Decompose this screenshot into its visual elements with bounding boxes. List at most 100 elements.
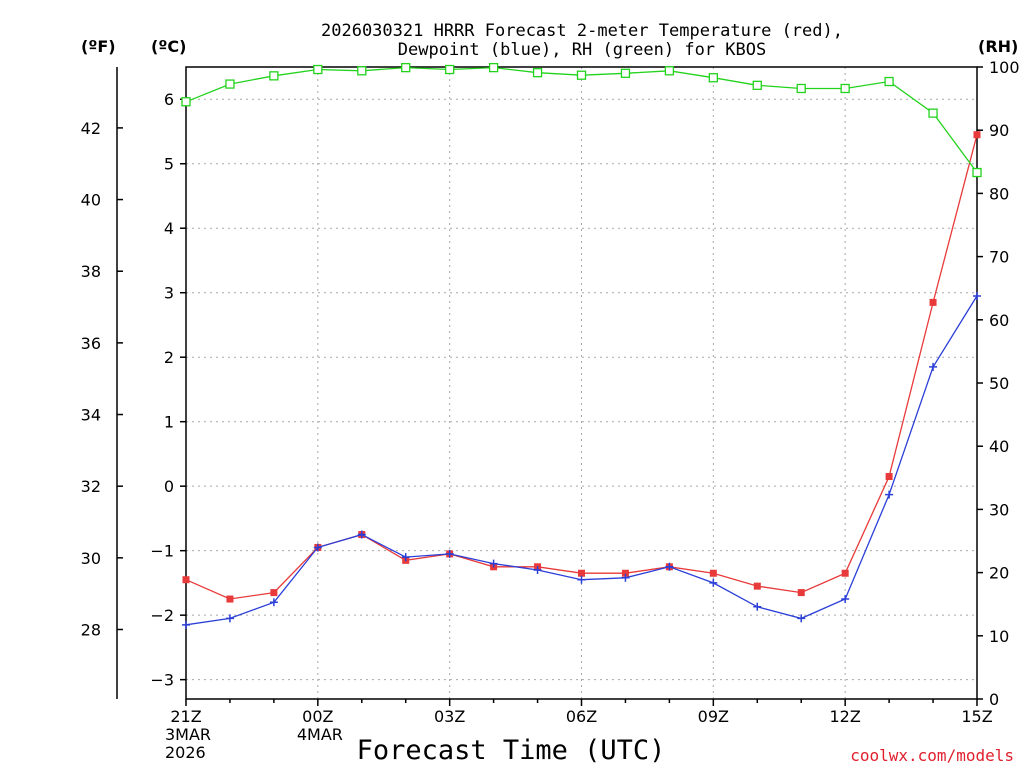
temperature-point	[753, 582, 761, 590]
fahrenheit-tick-label: 38	[81, 262, 101, 281]
x-tick-label: 15Z	[961, 707, 992, 726]
celsius-tick-label: 4	[164, 219, 174, 238]
temperature-point	[270, 589, 278, 597]
fahrenheit-tick-label: 34	[81, 406, 101, 425]
rh-point	[488, 62, 499, 73]
dewpoint-point	[313, 543, 322, 552]
temperature-point	[182, 576, 190, 584]
fahrenheit-tick-label: 28	[81, 620, 101, 639]
credit-text: coolwx.com/models	[850, 746, 1014, 765]
rh-point	[401, 62, 411, 73]
dewpoint-point	[973, 291, 981, 300]
x-tick-label: 06Z	[566, 707, 597, 726]
temperature-point	[709, 569, 717, 577]
rh-point	[664, 66, 675, 76]
temperature-point	[973, 131, 981, 139]
x-tick-label: 03Z	[434, 707, 465, 726]
dewpoint-point	[621, 573, 630, 582]
rh-tick-label: 30	[989, 500, 1009, 519]
x-tick-date-label: 4MAR	[297, 725, 343, 744]
dewpoint-point	[577, 575, 586, 584]
x-tick-year-label: 2026	[165, 743, 206, 762]
dewpoint-point	[357, 530, 366, 539]
temperature-point	[797, 589, 805, 597]
celsius-tick-label: 3	[164, 284, 174, 303]
celsius-tick-label: 2	[164, 348, 174, 367]
x-tick-date-label: 3MAR	[165, 725, 211, 744]
x-tick-label: 21Z	[170, 707, 201, 726]
rh-tick-label: 20	[989, 564, 1009, 583]
celsius-tick-label: 0	[164, 477, 174, 496]
chart-title-line-2: Dewpoint (blue), RH (green) for KBOS	[398, 40, 766, 60]
rh-tick-label: 10	[989, 627, 1009, 646]
rh-tick-label: 100	[989, 58, 1020, 77]
dewpoint-point	[753, 602, 762, 611]
rh-point	[225, 79, 235, 89]
fahrenheit-unit-label: (ºF)	[81, 37, 116, 56]
rh-point	[884, 76, 894, 87]
dewpoint-point	[533, 566, 542, 575]
celsius-tick-label: 6	[164, 90, 174, 109]
dewpoint-point	[489, 559, 498, 568]
dewpoint-point	[182, 620, 190, 629]
dewpoint-point	[797, 614, 806, 623]
dewpoint-point	[841, 595, 850, 604]
rh-tick-label: 80	[989, 184, 1009, 203]
fahrenheit-tick-label: 30	[81, 549, 101, 568]
rh-point	[269, 71, 279, 81]
rh-point	[576, 70, 587, 80]
rh-point	[313, 64, 323, 75]
rh-point	[928, 108, 938, 118]
rh-tick-label: 50	[989, 374, 1009, 393]
temperature-point	[621, 569, 629, 577]
dewpoint-point	[225, 614, 234, 623]
celsius-axis: −3 −2 −1 0 1 2 3 4 5 6	[150, 90, 186, 690]
rh-tick-label: 0	[989, 690, 999, 709]
celsius-tick-label: −1	[150, 542, 174, 561]
x-tick-label: 00Z	[302, 707, 333, 726]
rh-tick-label: 90	[989, 121, 1009, 140]
rh-line	[185, 66, 978, 173]
fahrenheit-tick-label: 42	[81, 119, 101, 138]
rh-point	[357, 66, 367, 76]
fahrenheit-tick-label: 32	[81, 477, 101, 496]
chart-title: 2026030321 HRRR Forecast 2-meter Tempera…	[321, 21, 843, 60]
rh-unit-label: (RH)	[978, 37, 1018, 56]
rh-point	[620, 68, 631, 78]
rh-point	[752, 80, 762, 90]
dewpoint-point	[709, 578, 718, 587]
celsius-tick-label: 5	[164, 155, 174, 174]
plot-frame	[185, 66, 978, 700]
rh-point	[708, 73, 718, 83]
fahrenheit-axis: 28 30 32 34 36 38 40 42	[81, 119, 123, 639]
rh-point	[972, 167, 982, 178]
temperature-point	[929, 298, 937, 306]
rh-axis: 0 10 20 30 40 50 60 70 80 90 100	[977, 58, 1020, 709]
rh-tick-label: 40	[989, 437, 1009, 456]
dewpoint-point	[269, 598, 278, 607]
dewpoint-point	[445, 549, 454, 558]
x-axis-label: Forecast Time (UTC)	[357, 735, 666, 766]
rh-point	[181, 97, 191, 107]
rh-point	[796, 83, 806, 94]
celsius-tick-label: −2	[150, 606, 174, 625]
rh-point	[445, 64, 455, 75]
dewpoint-point	[929, 362, 938, 371]
dewpoint-point	[401, 553, 410, 562]
celsius-unit-label: (ºC)	[151, 37, 186, 56]
rh-point	[840, 83, 850, 94]
fahrenheit-tick-label: 40	[81, 191, 101, 210]
rh-tick-label: 70	[989, 248, 1009, 267]
temperature-point	[885, 473, 893, 481]
series-layer	[181, 62, 982, 629]
grid-lines	[186, 67, 977, 699]
chart-title-line-1: 2026030321 HRRR Forecast 2-meter Tempera…	[321, 21, 843, 41]
x-tick-label: 09Z	[698, 707, 729, 726]
rh-point	[532, 68, 543, 78]
dewpoint-point	[885, 490, 894, 499]
temperature-point	[578, 569, 585, 577]
temperature-point	[226, 595, 234, 603]
temperature-point	[841, 569, 849, 577]
